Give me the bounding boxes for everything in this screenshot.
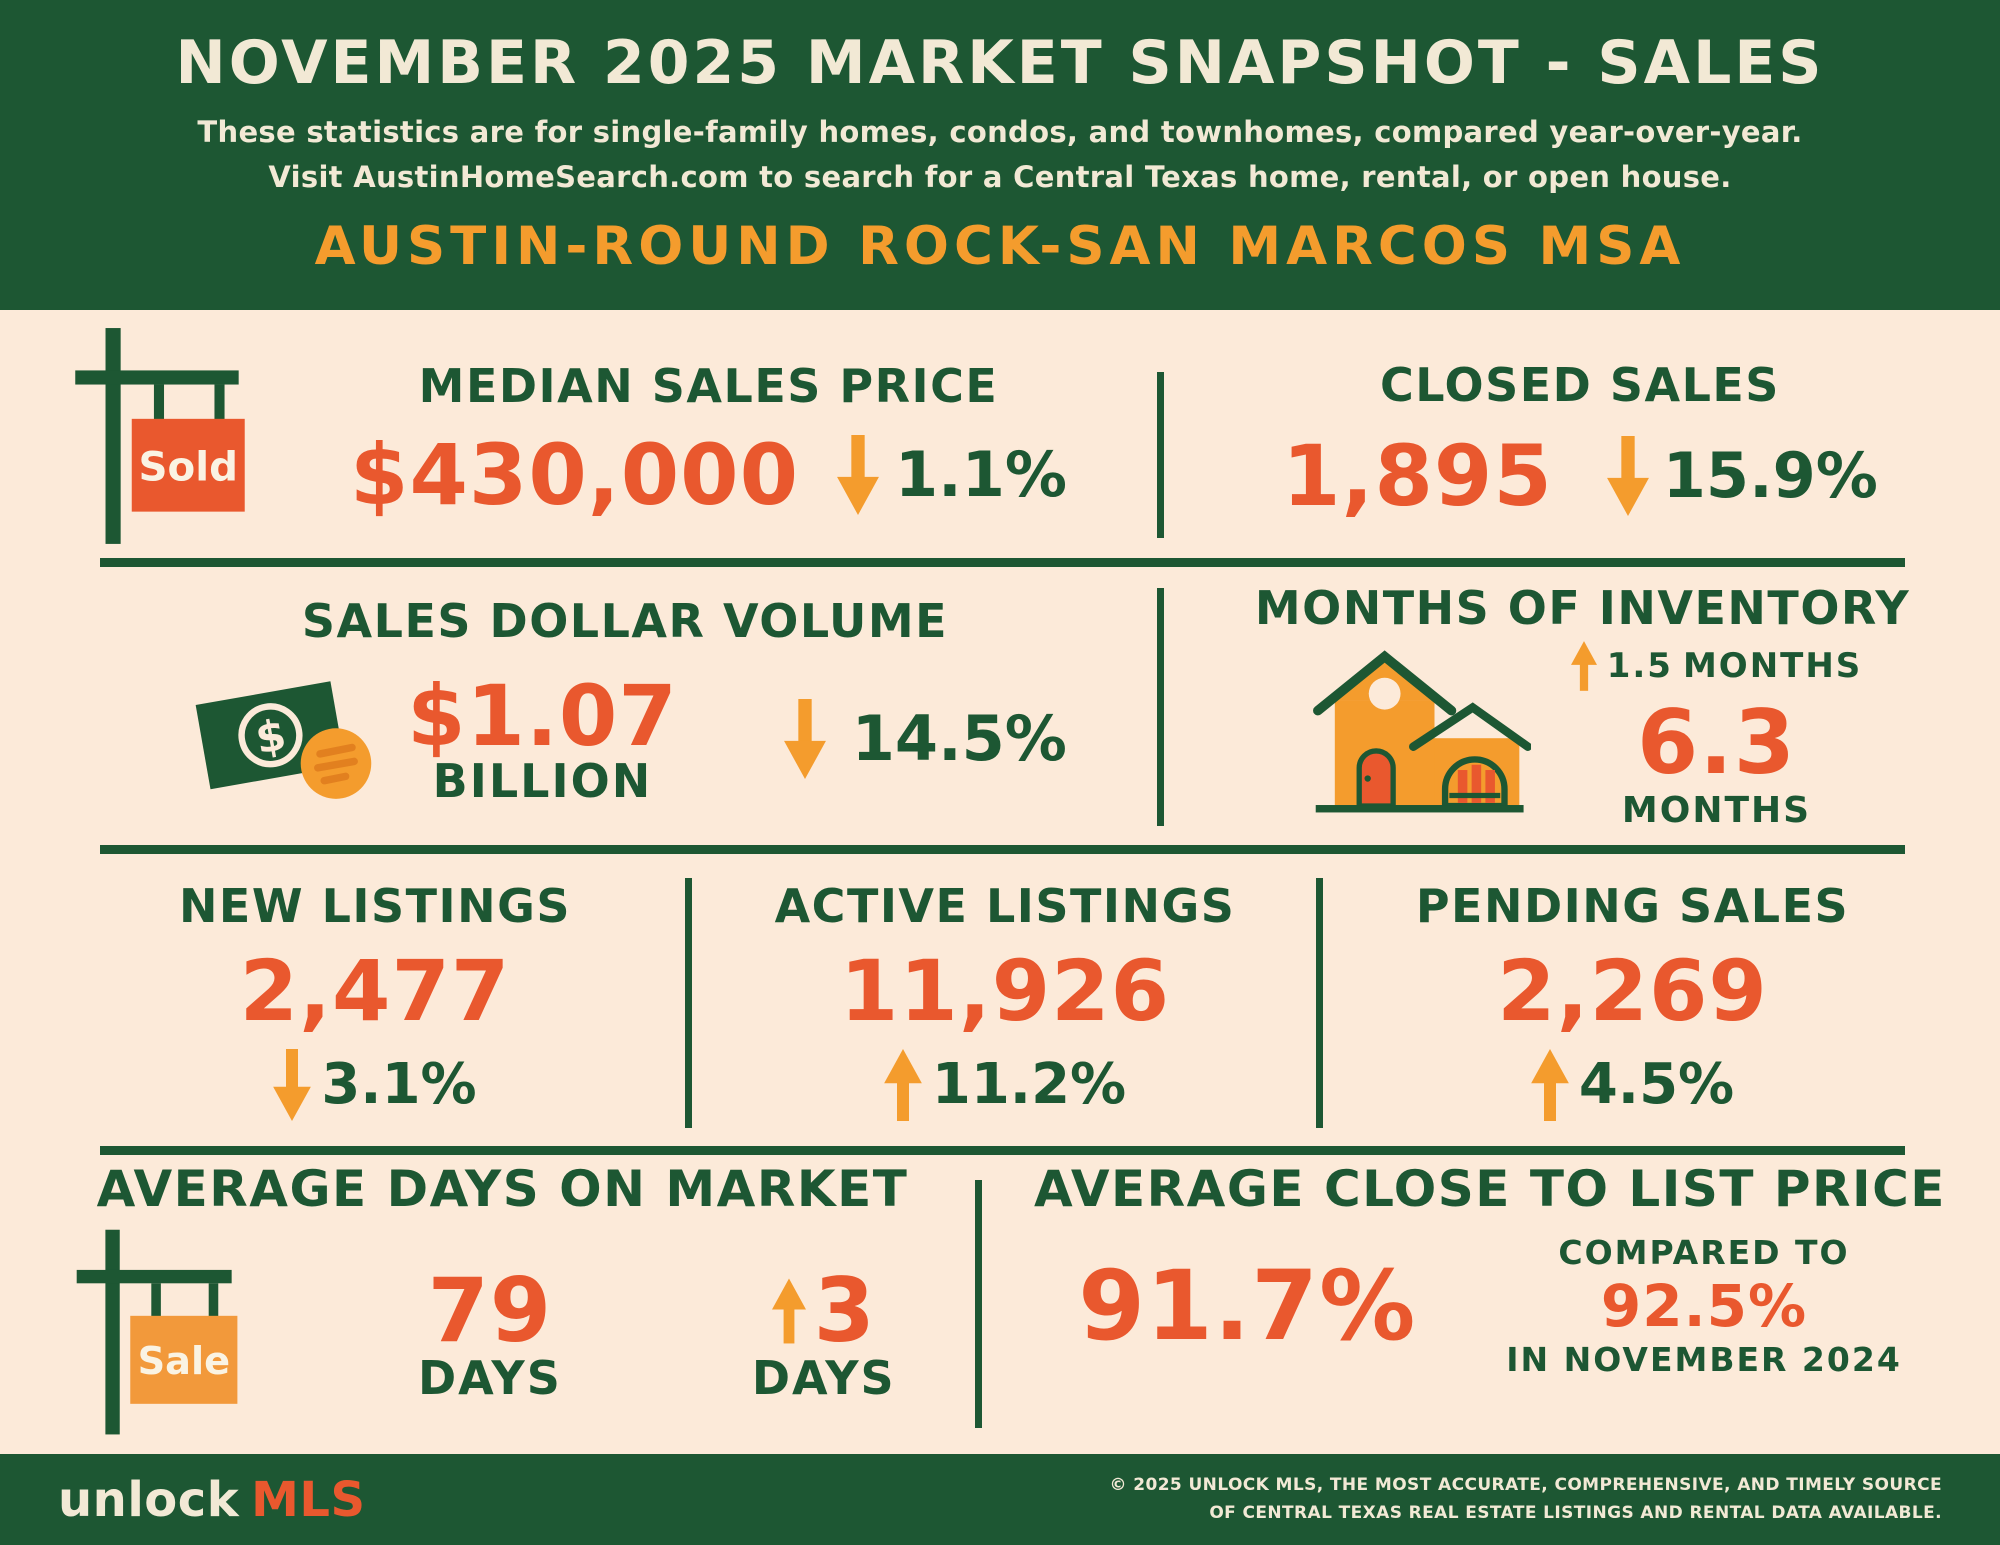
- days-on-market-value: 79: [427, 1259, 553, 1362]
- pending-sales-label: PENDING SALES: [1415, 879, 1850, 933]
- days-on-market-change: 3: [813, 1259, 876, 1362]
- header-subtitle: These statistics are for single-family h…: [0, 110, 2000, 200]
- copyright-line-1: © 2025 UNLOCK MLS, THE MOST ACCURATE, CO…: [1109, 1475, 1942, 1496]
- average-days-on-market-section: AVERAGE DAYS ON MARKET Sale 79 DAYS 3: [40, 1160, 965, 1445]
- divider-vertical-row3-left: [685, 878, 692, 1128]
- footer-band: unlock MLS © 2025 UNLOCK MLS, THE MOST AC…: [0, 1454, 2000, 1545]
- compared-value: 92.5%: [1600, 1272, 1808, 1340]
- down-arrow-icon: [837, 434, 879, 515]
- compared-to-label: COMPARED TO: [1558, 1233, 1850, 1272]
- average-close-to-list-price-label: AVERAGE CLOSE TO LIST PRICE: [1034, 1160, 1946, 1218]
- pending-sales-change: 4.5%: [1578, 1052, 1735, 1117]
- median-sales-price-label: MEDIAN SALES PRICE: [418, 358, 999, 413]
- divider-horizontal-2: [100, 845, 1905, 854]
- subtitle-line-2: Visit AustinHomeSearch.com to search for…: [268, 159, 1732, 194]
- closed-sales-value-row: 1,895 15.9%: [1282, 434, 1878, 518]
- close-to-list-value: 91.7%: [1078, 1250, 1417, 1362]
- logo-mls-text: MLS: [251, 1471, 366, 1528]
- active-listings-change: 11.2%: [931, 1052, 1127, 1117]
- copyright-text: © 2025 UNLOCK MLS, THE MOST ACCURATE, CO…: [1110, 1472, 1942, 1526]
- median-sales-price-change: 1.1%: [895, 437, 1067, 511]
- days-on-market-value-unit: DAYS: [418, 1351, 562, 1405]
- compared-period: IN NOVEMBER 2024: [1506, 1340, 1902, 1379]
- months-of-inventory-change-row: 1.5 MONTHS: [1570, 639, 1863, 693]
- sales-dollar-volume-section: SALES DOLLAR VOLUME $ $1.07 BILLION: [100, 575, 1150, 835]
- months-of-inventory-value: 6.3: [1637, 691, 1796, 794]
- closed-sales-value: 1,895: [1282, 426, 1553, 525]
- sales-dollar-volume-value-block: $1.07 BILLION: [407, 674, 678, 804]
- new-listings-change: 3.1%: [321, 1052, 477, 1117]
- divider-vertical-row4: [975, 1180, 982, 1428]
- logo-unlock-text: unlock: [58, 1471, 240, 1528]
- median-sales-price-value: $430,000: [350, 425, 800, 524]
- median-sales-price-section: Sold MEDIAN SALES PRICE $430,000 1.1%: [55, 315, 1150, 560]
- new-listings-label: NEW LISTINGS: [178, 879, 572, 933]
- new-listings-value: 2,477: [239, 942, 511, 1040]
- days-on-market-change-unit: DAYS: [751, 1351, 896, 1405]
- months-of-inventory-value-row: 1.5 MONTHS 6.3 MONTHS: [1303, 639, 1863, 829]
- close-to-list-comparison-block: COMPARED TO 92.5% IN NOVEMBER 2024: [1506, 1236, 1902, 1376]
- median-sales-price-value-row: $430,000 1.1%: [350, 433, 1067, 517]
- sales-dollar-volume-value-row: $ $1.07 BILLION 14.5%: [183, 662, 1067, 817]
- sales-dollar-volume-label: SALES DOLLAR VOLUME: [301, 593, 949, 648]
- money-icon: $: [195, 680, 372, 799]
- active-listings-label: ACTIVE LISTINGS: [774, 879, 1236, 933]
- pending-sales-value: 2,269: [1497, 942, 1768, 1040]
- sales-dollar-volume-change: 14.5%: [851, 702, 1067, 775]
- divider-horizontal-3: [100, 1146, 1905, 1155]
- closed-sales-change: 15.9%: [1662, 438, 1878, 512]
- average-days-on-market-value-row: Sale 79 DAYS 3 DAYS: [40, 1224, 965, 1444]
- unlock-mls-logo: unlock MLS: [58, 1472, 366, 1528]
- median-sales-price-stat: MEDIAN SALES PRICE $430,000 1.1%: [267, 359, 1150, 517]
- subtitle-line-1: These statistics are for single-family h…: [197, 115, 1803, 149]
- closed-sales-label: CLOSED SALES: [1380, 357, 1780, 412]
- new-listings-change-row: 3.1%: [273, 1049, 477, 1121]
- page-title: NOVEMBER 2025 MARKET SNAPSHOT - SALES: [175, 28, 1825, 98]
- up-arrow-icon: [884, 1049, 922, 1121]
- divider-horizontal-1: [100, 558, 1905, 567]
- divider-vertical-row1: [1157, 372, 1164, 538]
- up-arrow-icon: [1530, 1049, 1569, 1121]
- months-of-inventory-section: MONTHS OF INVENTORY: [1165, 575, 2000, 835]
- header-band: NOVEMBER 2025 MARKET SNAPSHOT - SALES Th…: [0, 0, 2000, 310]
- down-arrow-icon: [1606, 435, 1649, 516]
- up-arrow-icon: [771, 1278, 806, 1344]
- months-of-inventory-unit: MONTHS: [1621, 790, 1812, 831]
- months-of-inventory-change: 1.5: [1606, 646, 1673, 686]
- sold-sign-text: Sold: [139, 443, 238, 490]
- new-listings-section: NEW LISTINGS 2,477 3.1%: [60, 865, 690, 1135]
- house-icon: [1312, 649, 1531, 812]
- days-on-market-change-block: 3 DAYS: [751, 1259, 896, 1405]
- months-of-inventory-label: MONTHS OF INVENTORY: [1254, 581, 1911, 635]
- close-to-list-value-row: 91.7% COMPARED TO 92.5% IN NOVEMBER 2024: [1078, 1236, 1902, 1376]
- average-close-to-list-price-section: AVERAGE CLOSE TO LIST PRICE 91.7% COMPAR…: [985, 1160, 1995, 1445]
- divider-vertical-row2: [1157, 588, 1164, 826]
- pending-sales-change-row: 4.5%: [1530, 1049, 1735, 1121]
- down-arrow-icon: [273, 1049, 312, 1121]
- months-of-inventory-change-unit: MONTHS: [1682, 646, 1863, 686]
- divider-vertical-row3-right: [1316, 878, 1323, 1128]
- sale-sign-icon: Sale: [76, 1229, 238, 1435]
- sales-dollar-volume-value: $1.07: [407, 667, 678, 765]
- closed-sales-section: CLOSED SALES 1,895 15.9%: [1165, 315, 1995, 560]
- days-on-market-change-row: 3: [771, 1259, 876, 1362]
- days-on-market-value-block: 79 DAYS: [418, 1259, 562, 1405]
- sale-sign-text: Sale: [138, 1339, 230, 1384]
- active-listings-value: 11,926: [839, 942, 1171, 1040]
- active-listings-change-row: 11.2%: [884, 1049, 1126, 1121]
- active-listings-section: ACTIVE LISTINGS 11,926 11.2%: [700, 865, 1310, 1135]
- pending-sales-section: PENDING SALES 2,269 4.5%: [1330, 865, 1935, 1135]
- months-of-inventory-value-block: 1.5 MONTHS 6.3 MONTHS: [1570, 639, 1863, 831]
- sales-dollar-volume-unit: BILLION: [432, 754, 653, 808]
- copyright-line-2: OF CENTRAL TEXAS REAL ESTATE LISTINGS AN…: [1209, 1502, 1942, 1523]
- down-arrow-icon: [783, 699, 826, 779]
- region-title: AUSTIN-ROUND ROCK-SAN MARCOS MSA: [314, 215, 1686, 277]
- sold-sign-icon: Sold: [75, 327, 245, 544]
- average-days-on-market-label: AVERAGE DAYS ON MARKET: [96, 1160, 909, 1218]
- up-arrow-icon: [1570, 639, 1597, 693]
